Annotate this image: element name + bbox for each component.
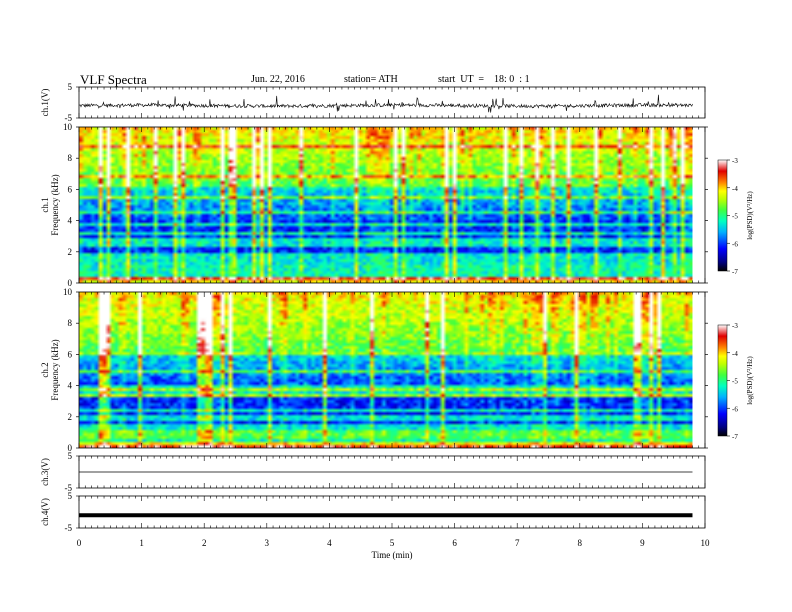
colorbar-tick-label: -7 bbox=[732, 433, 738, 441]
spectrogram-image-ch1 bbox=[79, 127, 693, 283]
y-tick-label: 5 bbox=[68, 451, 73, 461]
colorbar-tick-label: -3 bbox=[732, 157, 738, 165]
voltage-axis-label-1: ch.1(V) bbox=[40, 89, 50, 117]
ch1-voltage-trace bbox=[79, 94, 693, 113]
y-tick-label: 2 bbox=[68, 412, 73, 422]
frequency-axis-label-ch1: Frequency (kHz) bbox=[50, 174, 60, 235]
y-tick-label: -5 bbox=[65, 483, 73, 493]
colorbar-ch2 bbox=[717, 324, 728, 437]
colorbar-tick-label: -5 bbox=[732, 378, 738, 386]
y-tick-label: 5 bbox=[68, 82, 73, 92]
x-tick-label: 6 bbox=[452, 538, 457, 548]
x-tick-label: 4 bbox=[327, 538, 332, 548]
x-tick-label: 0 bbox=[77, 538, 82, 548]
y-tick-label: 8 bbox=[68, 153, 73, 163]
y-tick-label: 0 bbox=[68, 443, 73, 453]
y-tick-label: 8 bbox=[68, 318, 73, 328]
colorbar-tick-label: -4 bbox=[732, 350, 738, 358]
time-axis-label: Time (min) bbox=[372, 550, 413, 560]
y-tick-label: 10 bbox=[63, 122, 73, 132]
figure-title: VLF Spectra bbox=[80, 72, 147, 87]
colorbar-label-ch2: log(PSD)(V²/Hz) bbox=[746, 356, 754, 405]
colorbar-label-ch1: log(PSD)(V²/Hz) bbox=[746, 191, 754, 240]
colorbar-tick-label: -4 bbox=[732, 185, 738, 193]
colorbar-tick-label: -3 bbox=[732, 322, 738, 330]
voltage-axis-label-3: ch.3(V) bbox=[40, 458, 50, 486]
y-tick-label: 5 bbox=[68, 491, 73, 501]
y-tick-label: 6 bbox=[68, 184, 73, 194]
colorbar-tick-label: -6 bbox=[732, 240, 738, 248]
frequency-axis-label-ch2: Frequency (kHz) bbox=[50, 339, 60, 400]
station-label: station= ATH bbox=[344, 74, 398, 85]
colorbar-tick-label: -7 bbox=[732, 268, 738, 276]
x-tick-label: 1 bbox=[139, 538, 144, 548]
x-tick-label: 8 bbox=[578, 538, 583, 548]
colorbar-tick-label: -6 bbox=[732, 405, 738, 413]
date-label: Jun. 22, 2016 bbox=[251, 74, 305, 85]
x-tick-label: 10 bbox=[701, 538, 711, 548]
channel-label-ch2: ch.2 bbox=[40, 362, 50, 377]
x-tick-label: 2 bbox=[202, 538, 207, 548]
y-tick-label: 0 bbox=[68, 278, 73, 288]
channel-label-ch1: ch.1 bbox=[40, 197, 50, 212]
start-time-label: start UT = 18: 0 : 1 bbox=[438, 74, 530, 85]
y-tick-label: -5 bbox=[65, 113, 73, 123]
x-tick-label: 9 bbox=[640, 538, 645, 548]
x-tick-label: 5 bbox=[390, 538, 395, 548]
x-tick-label: 3 bbox=[265, 538, 270, 548]
y-tick-label: 2 bbox=[68, 247, 73, 257]
y-tick-label: 4 bbox=[68, 216, 73, 226]
x-tick-label: 7 bbox=[515, 538, 520, 548]
colorbar-tick-label: -5 bbox=[732, 213, 738, 221]
y-tick-label: 4 bbox=[68, 381, 73, 391]
voltage-axis-label-4: ch.4(V) bbox=[40, 498, 50, 526]
y-tick-label: -5 bbox=[65, 523, 73, 533]
colorbar-ch1 bbox=[717, 159, 728, 272]
spectrogram-image-ch2 bbox=[79, 292, 693, 448]
y-tick-label: 6 bbox=[68, 349, 73, 359]
y-tick-label: 10 bbox=[63, 287, 73, 297]
